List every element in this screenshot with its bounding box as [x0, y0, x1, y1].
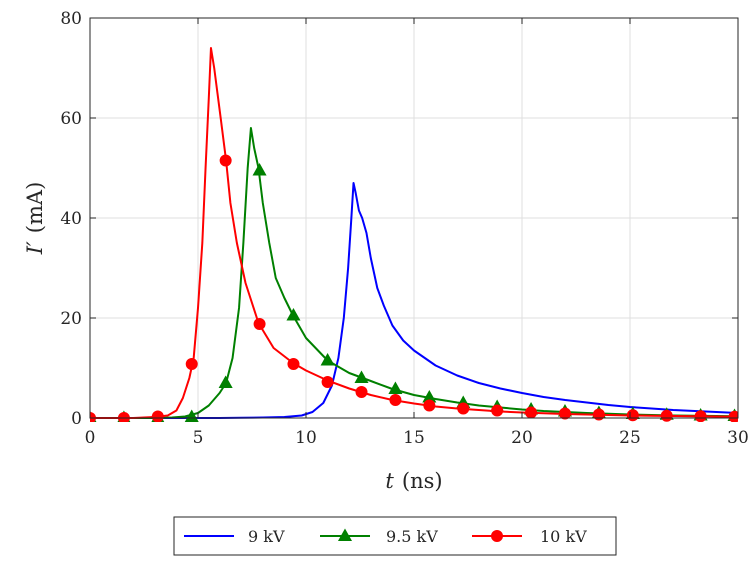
- series-0: [90, 182, 738, 419]
- legend-marker: [491, 530, 503, 542]
- series-line: [90, 182, 738, 419]
- data-point: [389, 394, 402, 406]
- legend-entry: 9 kV: [184, 527, 285, 546]
- data-point: [354, 370, 369, 384]
- x-tick-label: 15: [403, 428, 425, 448]
- data-point: [728, 410, 738, 422]
- data-point: [151, 410, 164, 422]
- data-point: [388, 381, 403, 395]
- data-point: [286, 307, 301, 321]
- data-point: [694, 410, 707, 422]
- data-point: [626, 409, 639, 422]
- axis-ticks: 0 5 10 15 20 25 30 0 20 40 60 80: [60, 9, 748, 448]
- series-line: [90, 127, 738, 419]
- data-point: [660, 409, 673, 422]
- series-line: [90, 47, 738, 419]
- data-point: [184, 409, 199, 422]
- y-tick-label: 40: [60, 209, 82, 229]
- legend-marker: [337, 528, 353, 542]
- y-tick-label: 0: [71, 409, 82, 429]
- data-point: [592, 408, 605, 421]
- data-point: [287, 358, 300, 370]
- data-point: [321, 376, 334, 388]
- legend: 9 kV 9.5 kV 10 kV: [173, 516, 617, 556]
- legend-box: [173, 516, 617, 556]
- x-axis-unit: (ns): [402, 469, 443, 493]
- y-axis-unit: (mA): [23, 182, 47, 233]
- x-tick-label: 0: [85, 428, 96, 448]
- data-point: [252, 162, 267, 176]
- legend-label: 9.5 kV: [386, 527, 438, 546]
- legend-label: 9 kV: [248, 527, 285, 546]
- y-tick-label: 20: [60, 309, 82, 329]
- x-axis-variable: t: [385, 469, 394, 493]
- legend-entry: 9.5 kV: [320, 527, 438, 546]
- data-point: [219, 154, 232, 167]
- data-point: [218, 375, 233, 389]
- legend-label: 10 kV: [540, 527, 587, 546]
- x-tick-label: 10: [295, 428, 317, 448]
- x-tick-label: 25: [619, 428, 641, 448]
- data-point: [457, 402, 470, 415]
- data-point: [320, 352, 335, 366]
- data-point: [525, 406, 538, 419]
- data-point: [253, 318, 266, 330]
- data-point: [423, 399, 436, 412]
- data-point: [558, 407, 571, 420]
- y-tick-label: 60: [60, 109, 82, 129]
- y-axis-variable: I′: [23, 241, 47, 255]
- y-tick-label: 80: [60, 9, 82, 29]
- data-point: [185, 358, 198, 370]
- x-tick-label: 20: [511, 428, 533, 448]
- data-point: [491, 404, 504, 417]
- y-axis-label: I′ (mA): [23, 182, 47, 256]
- legend-entry: 10 kV: [472, 527, 587, 546]
- x-tick-label: 5: [193, 428, 204, 448]
- x-tick-label: 30: [727, 428, 749, 448]
- x-axis-label: t (ns): [385, 469, 442, 493]
- data-point: [355, 386, 368, 398]
- series-layer: [90, 47, 738, 422]
